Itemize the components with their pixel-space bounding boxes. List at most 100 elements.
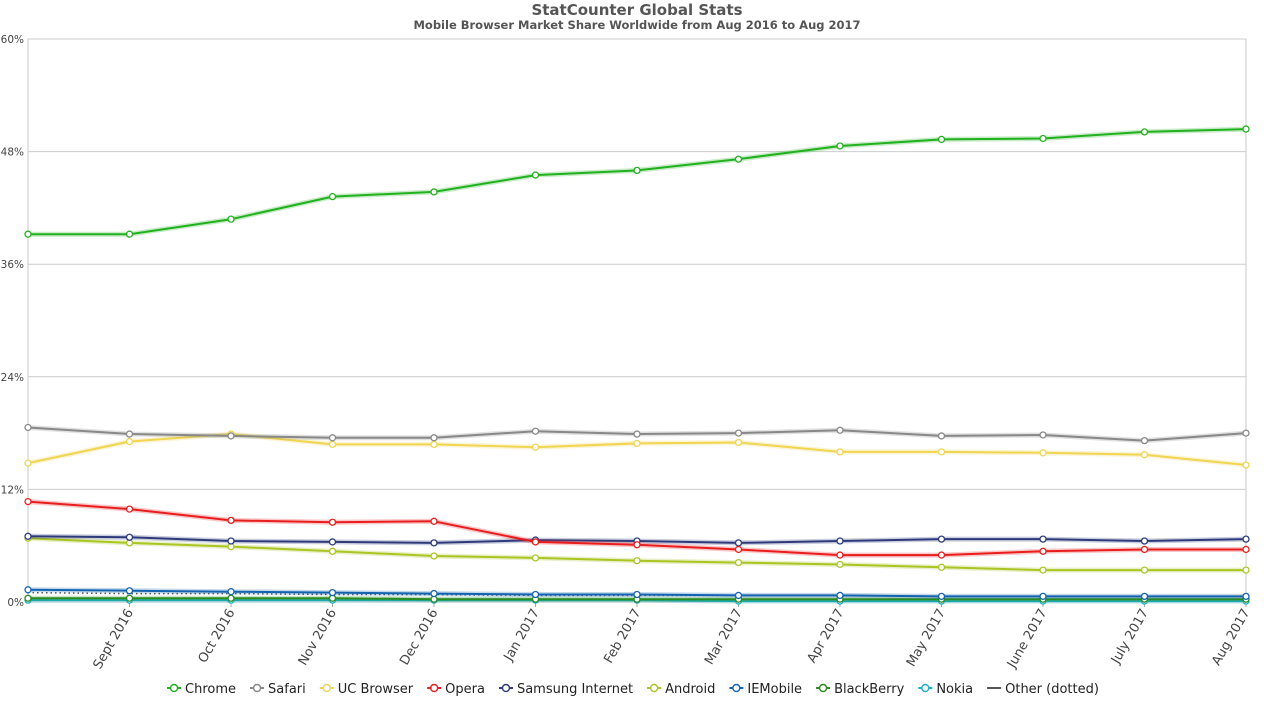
legend-label: Safari	[268, 682, 306, 697]
x-tick-label: Nov 2016	[296, 607, 340, 669]
data-point	[1039, 535, 1047, 543]
plot-area	[24, 125, 1250, 605]
data-point	[328, 547, 337, 555]
data-point	[633, 557, 641, 565]
legend-label: Chrome	[185, 682, 236, 697]
legend-label: BlackBerry	[834, 682, 905, 697]
data-point	[125, 505, 134, 513]
legend-item-blackberry[interactable]: BlackBerry	[816, 682, 905, 697]
series-line-glow	[27, 431, 1247, 468]
series-line-glow	[28, 126, 1247, 237]
data-point	[836, 537, 844, 545]
y-tick-label: 48%	[1, 147, 24, 159]
data-point	[633, 541, 641, 549]
legend-label: Opera	[445, 682, 485, 697]
data-point	[937, 551, 946, 559]
data-point	[227, 215, 235, 223]
y-tick-label: 36%	[1, 259, 24, 271]
data-point	[125, 587, 134, 595]
legend-marker	[818, 683, 828, 693]
legend-item-opera[interactable]: Opera	[427, 682, 485, 697]
data-point	[836, 560, 844, 569]
x-tick-label: Jan 2017	[501, 607, 543, 665]
legend-marker	[252, 683, 262, 693]
legend-item-chrome[interactable]: Chrome	[167, 682, 236, 697]
data-point	[430, 188, 438, 196]
legend-item-other-dotted[interactable]: Other (dotted)	[987, 682, 1099, 697]
data-point	[24, 532, 32, 540]
y-tick-label: 0%	[7, 597, 24, 609]
data-point	[937, 432, 946, 440]
y-tick-label: 24%	[1, 372, 24, 384]
data-point	[227, 537, 235, 545]
series-android	[24, 534, 1250, 574]
data-point	[430, 517, 438, 525]
data-point	[937, 448, 946, 456]
legend-item-samsung-internet[interactable]: Samsung Internet	[498, 682, 633, 697]
data-point	[328, 434, 337, 442]
data-point	[24, 497, 32, 506]
data-point	[430, 589, 438, 598]
x-tick-label: Aug 2017	[1209, 607, 1253, 669]
legend-item-nokia[interactable]: Nokia	[918, 682, 973, 697]
data-point	[328, 192, 337, 201]
legend-label: Nokia	[936, 682, 973, 697]
data-point	[227, 516, 235, 525]
legend-item-android[interactable]: Android	[647, 682, 715, 697]
data-point	[430, 539, 438, 547]
data-point	[937, 563, 946, 571]
legend-item-uc-browser[interactable]: UC Browser	[319, 682, 414, 697]
data-point	[1140, 451, 1149, 459]
legend-marker	[322, 683, 331, 693]
data-point	[227, 588, 235, 596]
chart-title: StatCounter Global Stats	[531, 1, 742, 19]
legend-label: UC Browser	[338, 682, 414, 697]
data-point	[125, 437, 134, 446]
data-point	[125, 430, 134, 438]
data-point	[836, 448, 844, 456]
x-tick-label: May 2017	[904, 607, 949, 670]
data-point	[836, 551, 844, 559]
data-point	[328, 440, 337, 449]
series-safari	[24, 423, 1250, 445]
x-tick-label: Oct 2016	[196, 607, 239, 666]
legend-item-safari[interactable]: Safari	[250, 682, 306, 697]
series-samsung-internet	[24, 532, 1250, 547]
data-point	[1039, 592, 1047, 601]
data-point	[734, 545, 743, 554]
data-point	[1242, 535, 1250, 543]
legend: Chrome Safari UC Browser Opera Samsung Inter…	[167, 682, 1099, 697]
data-point	[24, 594, 32, 602]
data-point	[430, 434, 438, 442]
y-tick-label: 12%	[1, 484, 24, 496]
data-point	[328, 518, 337, 526]
legend-marker	[501, 683, 511, 693]
data-point	[1242, 461, 1250, 469]
data-point	[734, 539, 743, 547]
data-point	[836, 591, 844, 600]
data-point	[531, 554, 540, 562]
data-point	[227, 432, 235, 440]
data-point	[1140, 436, 1149, 445]
x-tick-label: Mar 2017	[702, 607, 746, 668]
data-point	[125, 533, 134, 541]
x-tick-label: Dec 2016	[397, 607, 441, 669]
data-point	[1140, 537, 1149, 545]
data-point	[633, 430, 641, 438]
data-point	[1039, 431, 1047, 439]
data-point	[836, 142, 844, 150]
data-point	[1140, 545, 1149, 554]
data-point	[430, 440, 438, 449]
series-line	[28, 128, 1247, 236]
legend-marker	[921, 683, 930, 693]
data-point	[430, 552, 438, 560]
data-point	[1039, 134, 1047, 143]
data-point	[836, 426, 844, 434]
data-point	[531, 427, 540, 435]
legend-item-iemobile[interactable]: IEMobile	[729, 682, 802, 697]
data-point	[531, 538, 540, 546]
data-point	[1140, 128, 1149, 136]
data-point	[531, 171, 540, 179]
data-point	[1039, 566, 1047, 574]
